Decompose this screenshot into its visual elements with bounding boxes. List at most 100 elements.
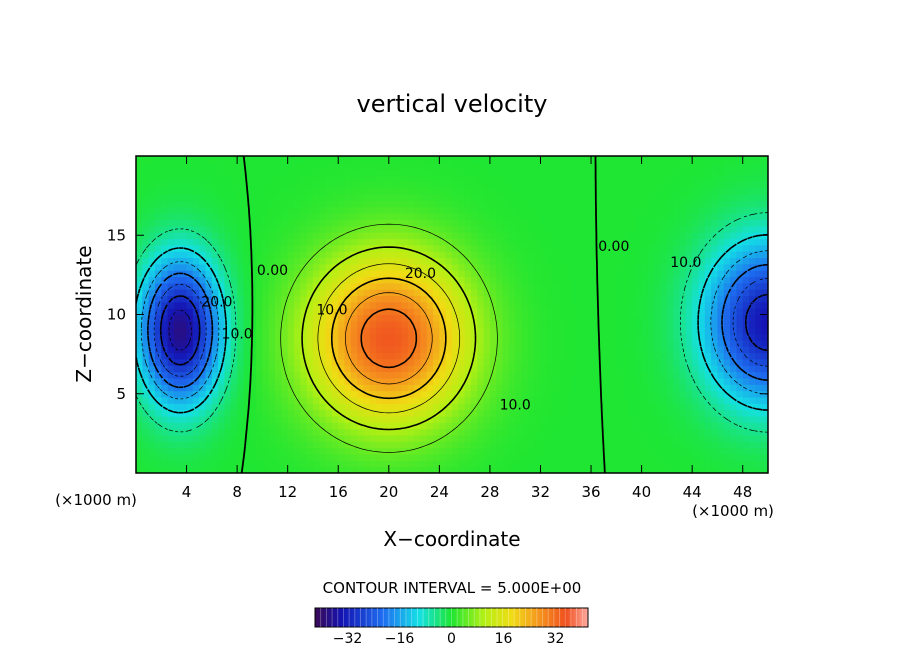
heatmap-cell — [572, 409, 579, 417]
heatmap-cell — [559, 187, 567, 195]
heatmap-cell — [666, 175, 674, 182]
heatmap-cell — [508, 428, 516, 436]
heatmap-cell — [458, 257, 466, 265]
heatmap-cell — [610, 263, 617, 271]
heatmap-cell — [319, 377, 327, 385]
heatmap-cell — [502, 168, 510, 176]
heatmap-cell — [546, 339, 554, 347]
heatmap-cell — [521, 257, 529, 265]
heatmap-cell — [502, 384, 510, 392]
heatmap-cell — [173, 352, 181, 360]
heatmap-cell — [414, 181, 421, 189]
heatmap-cell — [641, 434, 649, 442]
heatmap-cell — [180, 390, 188, 398]
heatmap-cell — [628, 460, 636, 468]
heatmap-cell — [376, 168, 384, 176]
heatmap-cell — [312, 314, 320, 322]
heatmap-cell — [723, 206, 731, 214]
heatmap-cell — [717, 251, 725, 259]
heatmap-cell — [679, 371, 687, 379]
heatmap-cell — [237, 219, 245, 227]
heatmap-cell — [502, 371, 510, 379]
heatmap-cell — [256, 333, 263, 341]
heatmap-cell — [344, 257, 352, 265]
heatmap-cell — [211, 175, 219, 182]
heatmap-cell — [186, 422, 194, 430]
heatmap-cell — [546, 365, 554, 373]
heatmap-cell — [161, 162, 169, 170]
heatmap-cell — [578, 327, 586, 335]
heatmap-cell — [641, 441, 649, 449]
heatmap-cell — [338, 441, 346, 449]
heatmap-cell — [559, 238, 567, 246]
heatmap-cell — [224, 181, 232, 189]
heatmap-cell — [325, 156, 333, 163]
heatmap-cell — [578, 232, 586, 240]
heatmap-cell — [439, 168, 447, 176]
heatmap-cell — [660, 238, 668, 246]
heatmap-cell — [641, 257, 649, 265]
heatmap-cell — [401, 225, 409, 233]
heatmap-cell — [660, 181, 668, 189]
heatmap-cell — [553, 377, 561, 385]
heatmap-cell — [666, 460, 674, 468]
heatmap-cell — [470, 238, 478, 246]
heatmap-cell — [180, 396, 188, 404]
heatmap-cell — [433, 409, 440, 417]
heatmap-cell — [540, 238, 548, 246]
heatmap-cell — [388, 187, 396, 195]
heatmap-cell — [521, 314, 529, 322]
heatmap-cell — [205, 403, 213, 411]
heatmap-cell — [723, 301, 731, 309]
heatmap-cell — [199, 162, 207, 170]
heatmap-cell — [496, 308, 504, 316]
heatmap-cell — [464, 213, 472, 220]
heatmap-cell — [723, 276, 731, 284]
heatmap-cell — [224, 308, 232, 316]
heatmap-cell — [546, 187, 554, 195]
heatmap-cell — [256, 377, 263, 385]
heatmap-cell — [540, 403, 548, 411]
heatmap-cell — [489, 428, 497, 436]
heatmap-cell — [546, 314, 554, 322]
heatmap-cell — [287, 466, 295, 473]
heatmap-cell — [559, 308, 567, 316]
heatmap-cell — [256, 428, 263, 436]
heatmap-cell — [294, 327, 301, 335]
heatmap-cell — [527, 295, 535, 303]
heatmap-cell — [546, 377, 554, 385]
heatmap-cell — [369, 384, 377, 392]
heatmap-cell — [622, 377, 630, 385]
heatmap-cell — [711, 308, 719, 316]
heatmap-cell — [268, 263, 276, 271]
heatmap-cell — [591, 200, 598, 208]
heatmap-cell — [477, 327, 485, 335]
heatmap-cell — [679, 181, 687, 189]
heatmap-cell — [161, 358, 169, 366]
heatmap-cell — [445, 346, 453, 354]
heatmap-cell — [148, 365, 156, 373]
heatmap-cell — [698, 415, 706, 423]
heatmap-cell — [711, 206, 719, 214]
heatmap-cell — [199, 403, 207, 411]
heatmap-cell — [319, 409, 327, 417]
heatmap-cell — [660, 409, 668, 417]
heatmap-cell — [180, 466, 188, 473]
heatmap-cell — [704, 156, 712, 163]
heatmap-cell — [755, 390, 763, 398]
heatmap-cell — [306, 225, 314, 233]
heatmap-cell — [565, 238, 573, 246]
heatmap-cell — [679, 194, 687, 201]
heatmap-cell — [338, 175, 346, 182]
heatmap-cell — [685, 466, 693, 473]
heatmap-cell — [572, 320, 579, 328]
heatmap-cell — [325, 244, 333, 252]
heatmap-cell — [388, 352, 396, 360]
heatmap-cell — [647, 415, 655, 423]
heatmap-cell — [275, 453, 282, 461]
heatmap-cell — [136, 187, 143, 195]
heatmap-cell — [300, 434, 308, 442]
heatmap-cell — [464, 251, 472, 259]
heatmap-cell — [673, 181, 681, 189]
heatmap-cell — [723, 428, 731, 436]
